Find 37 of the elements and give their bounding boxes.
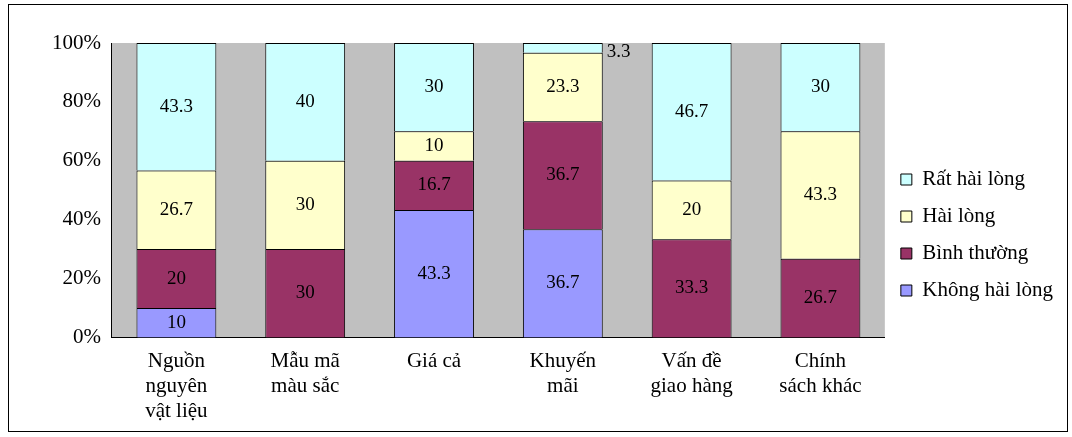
- data-label: 30: [810, 75, 830, 97]
- data-label: 36.7: [546, 163, 580, 185]
- data-label: 30: [424, 75, 444, 97]
- data-label: 43.3: [803, 183, 838, 205]
- y-tick-label: 80%: [62, 88, 101, 113]
- x-tick-label: Mẫu mã màu sắc: [270, 347, 341, 397]
- y-tick-label: 0%: [72, 323, 101, 348]
- data-label: 26.7: [159, 197, 194, 219]
- x-tick-label: Khuyến mãi: [529, 347, 597, 397]
- data-label: 16.7: [417, 173, 451, 195]
- legend-label: Hài lòng: [922, 203, 996, 228]
- legend-label: Bình thường: [922, 240, 1029, 265]
- data-label: 46.7: [675, 99, 709, 121]
- y-tick-label: 40%: [62, 206, 101, 231]
- data-label: 26.7: [803, 286, 838, 308]
- data-label: 20: [166, 266, 186, 288]
- data-label: 40: [295, 89, 315, 111]
- data-label: 23.3: [546, 75, 580, 96]
- x-tick-label: Nguồn nguyên vật liệu: [145, 347, 209, 422]
- data-label: 20: [682, 197, 702, 219]
- data-label: 43.3: [417, 261, 451, 283]
- legend-label: Không hài lòng: [922, 277, 1054, 302]
- data-label: 30: [295, 281, 315, 303]
- legend-label: Rất hài lòng: [922, 166, 1026, 191]
- y-tick-label: 100%: [51, 29, 101, 54]
- data-label: 3.3: [606, 39, 631, 61]
- x-tick-label: Vấn đề giao hàng: [650, 347, 734, 397]
- data-label: 10: [424, 134, 444, 156]
- data-label: 33.3: [675, 276, 709, 298]
- y-tick-label: 60%: [62, 147, 101, 172]
- x-tick-label: Giá cả: [406, 347, 462, 372]
- data-label: 10: [166, 310, 186, 332]
- x-tick-label: Chính sách khác: [779, 347, 862, 397]
- data-label: 43.3: [159, 94, 194, 116]
- data-label: 30: [295, 192, 315, 214]
- y-tick-label: 20%: [62, 265, 101, 290]
- data-label: 36.7: [546, 271, 580, 293]
